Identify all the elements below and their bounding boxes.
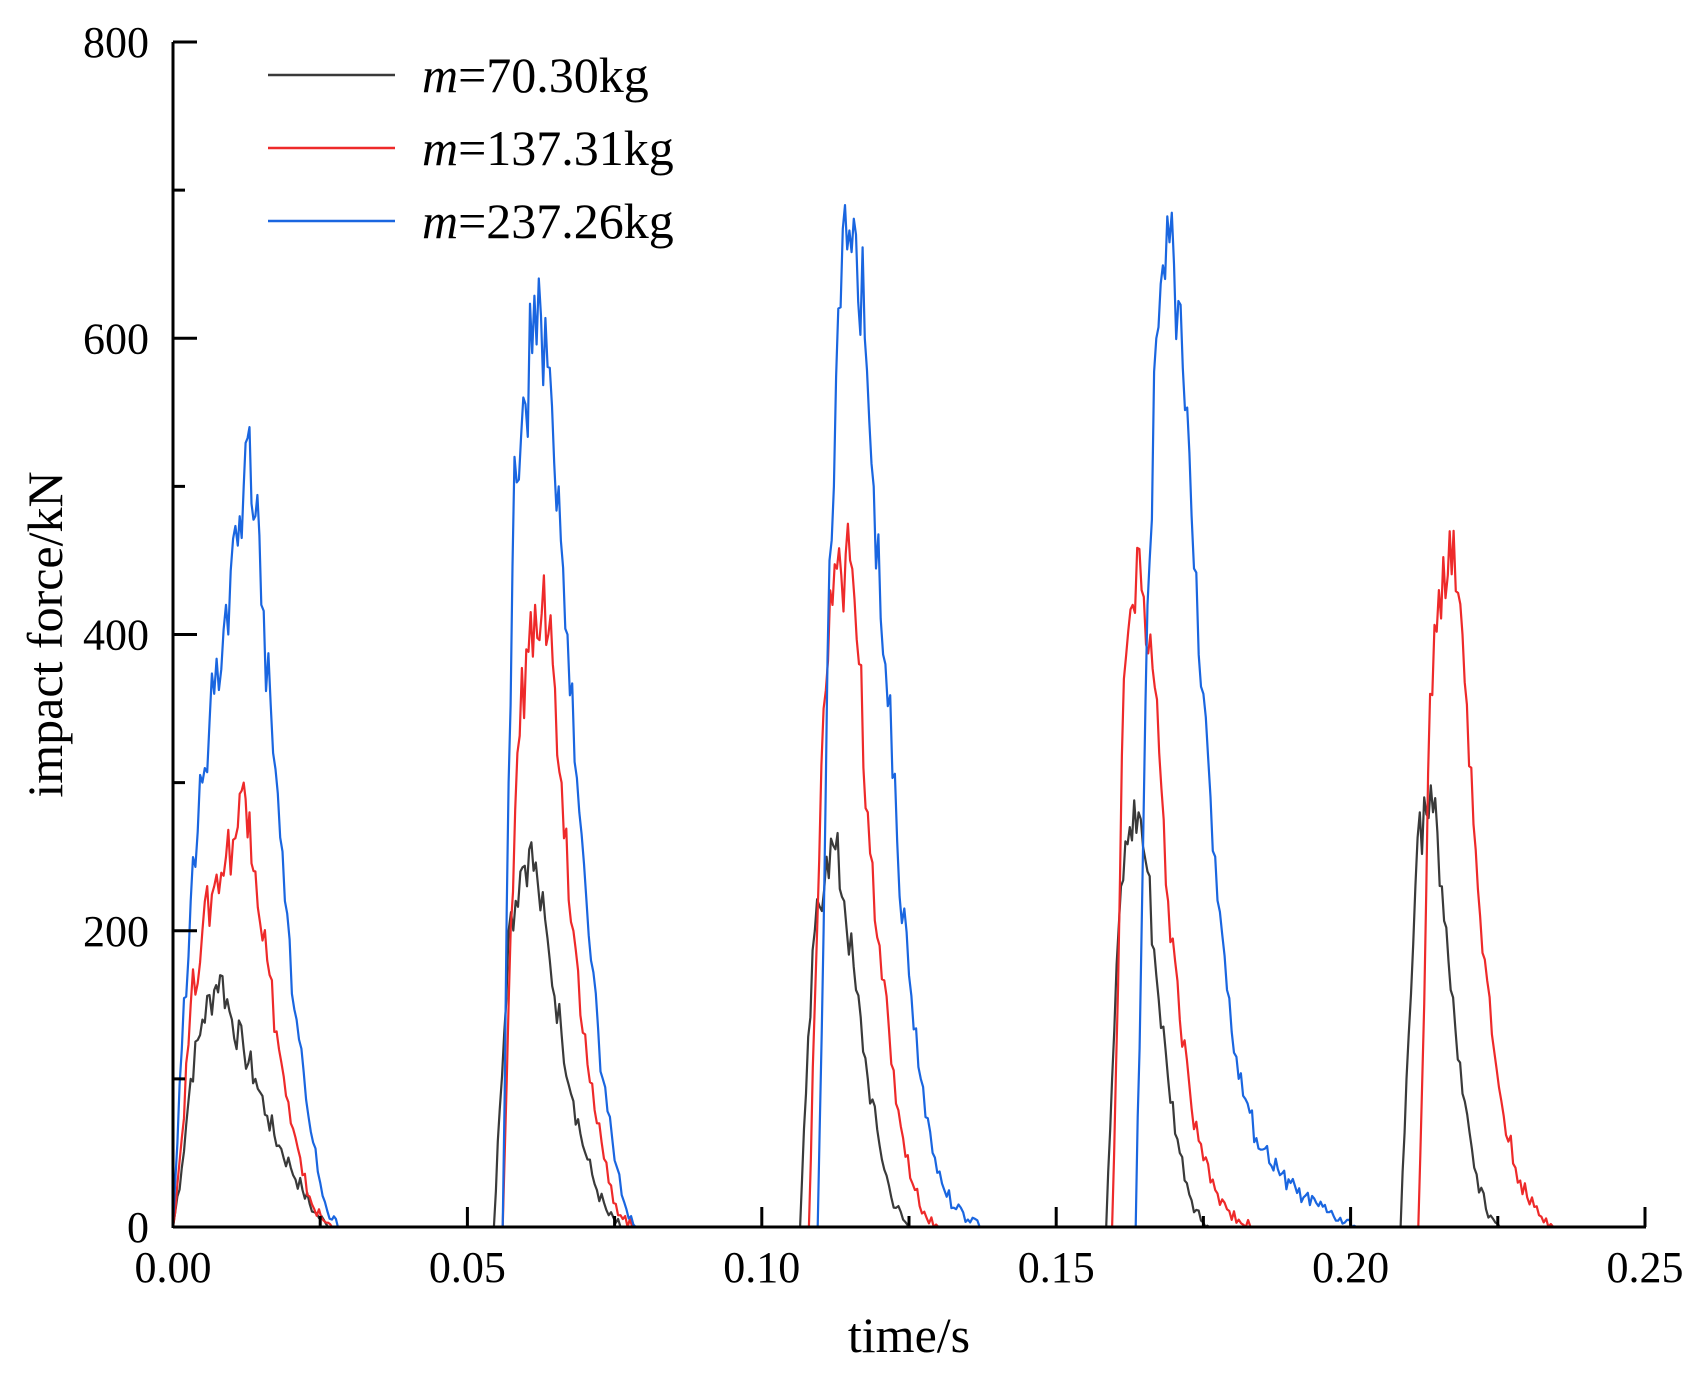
y-tick-label: 800 — [83, 18, 149, 67]
x-tick-label: 0.05 — [429, 1243, 506, 1292]
x-tick-label: 0.10 — [723, 1243, 800, 1292]
legend-var: m — [422, 193, 458, 249]
x-tick-label: 0.20 — [1312, 1243, 1389, 1292]
legend-var: m — [422, 120, 458, 176]
legend-label: m=237.26kg — [422, 193, 674, 249]
series-line — [171, 204, 1645, 1229]
y-axis-title: impact force/kN — [17, 471, 73, 797]
legend-value: =137.31kg — [458, 120, 674, 176]
x-ticks: 0.00 0.05 0.10 0.15 0.20 0.25 — [135, 1207, 1684, 1292]
x-tick-label: 0.25 — [1607, 1243, 1684, 1292]
y-tick-label: 0 — [127, 1203, 149, 1252]
y-ticks: 0 200 400 600 800 — [83, 18, 197, 1252]
legend-label: m=70.30kg — [422, 47, 649, 103]
series-layer — [171, 204, 1645, 1229]
x-tick-label: 0.15 — [1018, 1243, 1095, 1292]
y-tick-label: 400 — [83, 611, 149, 660]
series-line — [171, 522, 1645, 1229]
x-axis-title: time/s — [848, 1307, 970, 1363]
axes: 0.00 0.05 0.10 0.15 0.20 0.25 0 200 400 600 800 — [83, 18, 1684, 1292]
legend-value: =70.30kg — [458, 47, 649, 103]
x-tick-label: 0.00 — [135, 1243, 212, 1292]
y-tick-label: 600 — [83, 314, 149, 363]
legend-value: =237.26kg — [458, 193, 674, 249]
legend-label: m=137.31kg — [422, 120, 674, 176]
y-tick-label: 200 — [83, 907, 149, 956]
legend-var: m — [422, 47, 458, 103]
